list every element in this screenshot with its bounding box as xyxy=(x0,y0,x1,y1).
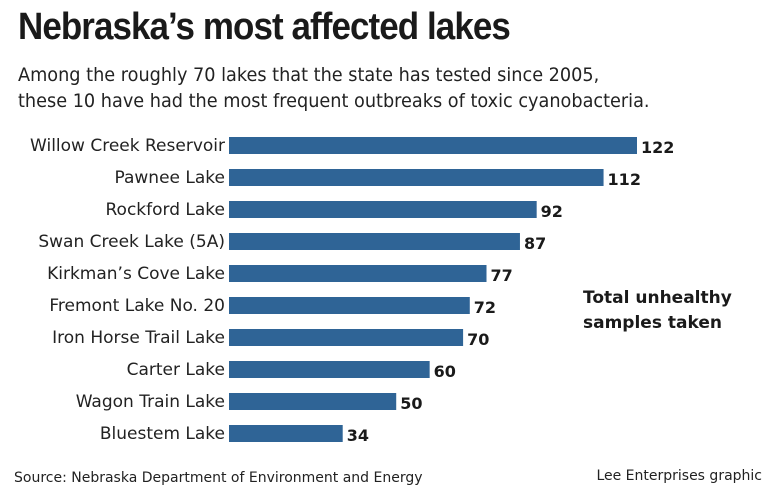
category-label: Fremont Lake No. 20 xyxy=(49,296,225,316)
chart-subtitle: Among the roughly 70 lakes that the stat… xyxy=(18,62,725,114)
legend-note: Total unhealthy samples taken xyxy=(583,286,732,336)
value-label: 112 xyxy=(608,170,641,189)
category-label: Willow Creek Reservoir xyxy=(30,136,225,156)
value-label: 72 xyxy=(474,298,496,317)
value-label: 87 xyxy=(524,234,546,253)
legend-line: samples taken xyxy=(583,313,722,333)
bar xyxy=(229,297,470,314)
chart-title: Nebraska’s most affected lakes xyxy=(18,6,511,48)
bar xyxy=(229,137,637,154)
subtitle-line: these 10 have had the most frequent outb… xyxy=(18,90,650,112)
value-label: 122 xyxy=(641,138,674,157)
bar xyxy=(229,425,343,442)
category-label: Swan Creek Lake (5A) xyxy=(38,232,225,252)
category-label: Wagon Train Lake xyxy=(76,392,225,412)
value-label: 77 xyxy=(491,266,513,285)
value-label: 92 xyxy=(541,202,563,221)
bar xyxy=(229,233,520,250)
credit-note: Lee Enterprises graphic xyxy=(596,468,762,484)
subtitle-line: Among the roughly 70 lakes that the stat… xyxy=(18,64,600,86)
bar xyxy=(229,265,487,282)
category-label: Rockford Lake xyxy=(106,200,226,220)
value-label: 50 xyxy=(400,394,422,413)
value-label: 60 xyxy=(434,362,456,381)
category-label: Bluestem Lake xyxy=(100,424,225,444)
bar xyxy=(229,169,604,186)
legend-line: Total unhealthy xyxy=(583,288,732,308)
value-label: 34 xyxy=(347,426,369,445)
category-label: Kirkman’s Cove Lake xyxy=(47,264,225,284)
bar xyxy=(229,361,430,378)
bar xyxy=(229,201,537,218)
category-label: Iron Horse Trail Lake xyxy=(52,328,225,348)
bar xyxy=(229,393,397,410)
category-label: Carter Lake xyxy=(127,360,225,380)
category-label: Pawnee Lake xyxy=(115,168,226,188)
value-label: 70 xyxy=(467,330,489,349)
source-note: Source: Nebraska Department of Environme… xyxy=(14,470,423,486)
bar xyxy=(229,329,464,346)
